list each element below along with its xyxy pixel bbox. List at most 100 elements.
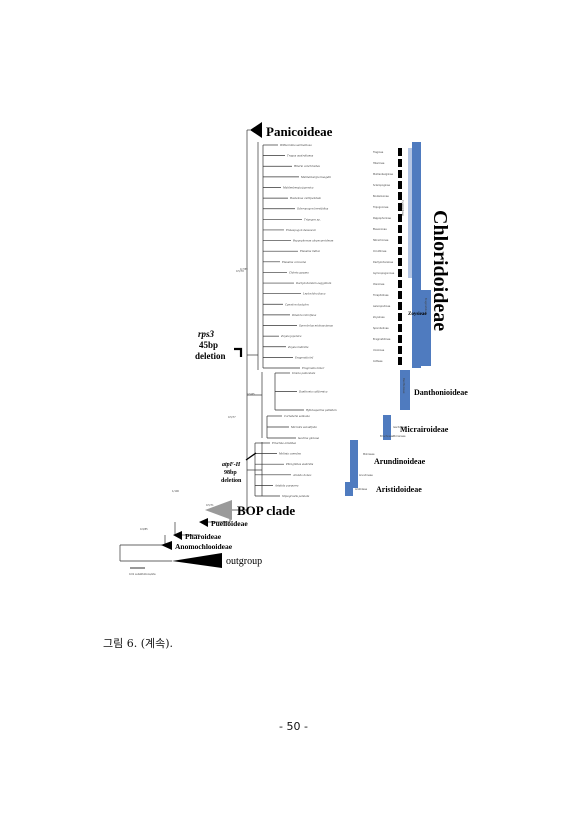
scale-label: 0.01 substitutions/site: [129, 573, 156, 576]
node-support-label: 0.9/85: [140, 528, 148, 531]
leaf-label: Eleusine indica: [299, 249, 321, 253]
panicoideae-triangle: [250, 122, 262, 138]
leaf-label: Zoysia matrella: [287, 345, 309, 349]
leaf-label: Aristida purpurea: [274, 483, 299, 487]
isachneae-label: Isachneae: [393, 426, 406, 429]
micraireae-label: Micraireae: [393, 435, 406, 438]
micrairoideae-bar: [383, 415, 391, 440]
page-number: - 50 -: [279, 720, 308, 733]
leaf-label: Isachne globosa: [297, 436, 320, 440]
rps3-arrow: [234, 347, 243, 357]
subtribe-marker: [398, 346, 402, 354]
subtribe-label: Cotteae: [373, 360, 383, 363]
cynodonteae-label: Cynodonteae: [401, 200, 404, 216]
subtribe-label: Uniolinae: [373, 349, 385, 352]
subtribe-label: Hilariinae: [373, 162, 385, 165]
subtribe-marker: [398, 203, 402, 211]
bop-triangle: [205, 500, 232, 520]
atpf-title: atpF-H: [222, 462, 241, 468]
subtribe-label: Tetrachninae: [373, 239, 389, 242]
leaf-label: Arundo donax: [292, 473, 312, 477]
leaf-label: Muhlenbergia huegelii: [300, 175, 331, 179]
eragrostideae-label: Eragrostideae: [424, 298, 427, 315]
leaf-label: Zoysia japonica: [280, 334, 302, 338]
leaf-label: Muhlenbergia japonica: [282, 185, 314, 189]
node-support-label: 1/100: [172, 490, 179, 493]
atpf-arrow: [245, 452, 257, 461]
subtribe-label: Pappophorinae: [373, 217, 391, 220]
subtribe-marker: [398, 324, 402, 332]
danthonioideae-bar: [400, 370, 410, 410]
subtribe-label: Tripogoninae: [373, 206, 389, 209]
subtribe-label: Triraphidinae: [373, 294, 389, 297]
leaf-label: Eragrostis minor: [301, 366, 325, 370]
subtribe-marker: [398, 313, 402, 321]
subtribe-label: Gymnopogoninae: [373, 272, 395, 275]
subtribe-marker: [398, 170, 402, 178]
pharoideae-label: Pharoideae: [185, 532, 222, 541]
leaf-label: Sporobolus michauxianus: [299, 324, 333, 328]
phylogeny-figure: Willkommia sarmentosa Tragus australianus…: [119, 122, 468, 576]
leaf-label: Eleusine coracana: [281, 260, 307, 264]
zoysieae-label: Zoysieae: [408, 312, 427, 317]
subtribe-marker: [398, 181, 402, 189]
rps3-value: 45bp: [199, 340, 218, 350]
subtribe-marker: [398, 291, 402, 299]
leaf-label: Dinebra retroflexa: [291, 313, 317, 317]
cynodonteae-bar-inner: [408, 148, 412, 278]
leaf-label: Danthonia californica: [298, 390, 328, 394]
arundinoideae-bar: [350, 440, 358, 488]
eragrostideae-bar: [421, 290, 431, 366]
leaf-label: Cortaderia selloana: [284, 414, 310, 418]
subtribe-label: Traginae: [373, 151, 384, 154]
subtribe-label: Orcuttiinae: [373, 250, 387, 253]
danthonioideae-label: Danthonioideae: [414, 388, 468, 397]
subtribe-marker: [398, 148, 402, 156]
leaf-label: Eriachne aristidea: [271, 441, 297, 445]
subtribe-label: Sporobolinae: [373, 327, 389, 330]
cynodonteae-bar: [412, 142, 421, 368]
leaf-label: Tragus australianus: [287, 154, 314, 158]
subtribe-marker: [398, 214, 402, 222]
leaf-label: Scleropogon brevifolius: [297, 207, 329, 211]
leaf-label: Dactyloctenium aegyptium: [295, 281, 332, 285]
anomochlooideae-triangle: [161, 541, 172, 550]
puelioideae-triangle: [199, 518, 208, 527]
subtribe-label: Zoysiinae: [373, 316, 385, 319]
panicoideae-label: Panicoideae: [266, 124, 333, 139]
subtribe-marker: [398, 192, 402, 200]
subtribe-marker: [398, 236, 402, 244]
outgroup-triangle: [172, 553, 222, 568]
figure-caption: 그림 6. (계속).: [103, 637, 174, 650]
node-support-label: 0.5/71: [206, 504, 214, 507]
leaf-label: Rytidosperma pallidum: [305, 408, 337, 412]
leaf-label: Leptochloa fusca: [302, 292, 326, 296]
arundinoideae-label: Arundinoideae: [374, 457, 426, 466]
subtribe-marker: [398, 302, 402, 310]
leaf-label: Eragrostis tef: [294, 355, 314, 359]
node-support-label: 0.5/77: [228, 416, 236, 419]
subtribe-label: Scleropoginae: [373, 184, 391, 187]
outgroup-label: outgroup: [226, 556, 262, 567]
danthonieae-label: Danthonieae: [402, 378, 405, 394]
subtribe-marker: [398, 258, 402, 266]
atpf-value: 98bp: [224, 470, 237, 476]
leaf-label: Willkommia sarmentosa: [280, 143, 312, 147]
subtribe-label: Muhlenbergiinae: [373, 173, 393, 176]
subtribe-marker: [398, 335, 402, 343]
leaf-label: Uniola paniculata: [292, 371, 316, 375]
subtribe-marker: [398, 159, 402, 167]
molinieae-label: Molinieae: [363, 453, 375, 456]
leaf-label: Hilaria cenchroides: [293, 164, 321, 168]
eriachneae-label: Eriachneae: [380, 435, 394, 438]
subtribe-marker: [398, 280, 402, 288]
atpf-word: deletion: [221, 478, 242, 484]
leaf-label: Stipagrostis pennata: [282, 494, 310, 498]
chloridoideae-label: Chloridoideae: [429, 210, 451, 331]
leaf-label: Phragmites australis: [285, 462, 314, 466]
node-support-label: 0.5/79: [236, 270, 244, 273]
leaf-label: Chloris gayana: [289, 270, 309, 274]
subtribe-marker: [398, 269, 402, 277]
puelioideae-label: Puelioideae: [211, 519, 248, 528]
subtribe-label: Dactylocteniinae: [373, 261, 394, 264]
